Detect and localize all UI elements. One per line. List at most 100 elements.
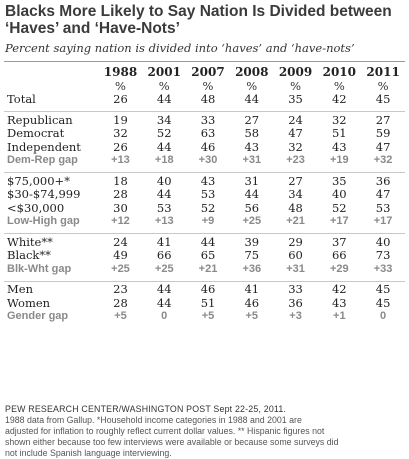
value-cell: 75 — [244, 248, 260, 262]
row-label: $30-$74,999 — [7, 187, 81, 201]
value-cell: 33 — [200, 112, 216, 127]
value-cell: 53 — [156, 200, 172, 215]
value-cell: +13 — [111, 154, 130, 166]
value-cell: +19 — [329, 154, 349, 166]
value-cell: 34 — [288, 187, 303, 201]
value-cell: 51 — [331, 126, 347, 140]
top-rule — [4, 61, 405, 62]
value-cell: 47 — [375, 139, 391, 154]
unit-header: % — [202, 78, 214, 93]
unit-header: % — [290, 78, 301, 93]
value-cell: +21 — [286, 215, 305, 227]
value-cell: 56 — [244, 200, 260, 215]
value-cell: 63 — [200, 126, 216, 140]
unit-header: % — [377, 78, 389, 93]
value-cell: +5 — [201, 310, 215, 322]
value-cell: 44 — [156, 282, 172, 296]
row-label: White** — [7, 234, 53, 249]
value-cell: +21 — [198, 262, 218, 275]
table-row: $30-$74,999 28 44 53 44 34 40 47 — [4, 187, 405, 202]
value-cell: 27 — [375, 112, 391, 127]
value-cell: 27 — [244, 112, 260, 127]
footnotes: PEW RESEARCH CENTER/WASHINGTON POST Sept… — [5, 404, 407, 459]
value-cell: 0 — [380, 310, 387, 322]
value-cell: 52 — [200, 200, 216, 215]
gap-row: Gender gap +5 0 +5 +5 +3 +1 0 — [4, 310, 405, 324]
value-cell: 65 — [200, 248, 216, 262]
value-cell: 30 — [113, 200, 128, 215]
group-separator — [4, 276, 405, 283]
row-label: Dem-Rep gap — [7, 154, 78, 166]
separator-line — [4, 111, 405, 112]
value-cell: +25 — [154, 262, 174, 275]
value-cell: 34 — [156, 112, 172, 127]
value-cell: 49 — [113, 248, 128, 262]
value-cell: 36 — [288, 295, 303, 310]
value-cell: +17 — [373, 215, 393, 227]
row-label: Republican — [7, 112, 73, 127]
row-label: Blk-Wht gap — [7, 262, 72, 275]
value-cell: +17 — [329, 215, 349, 227]
value-cell: 44 — [156, 139, 172, 154]
row-label: Total — [7, 92, 36, 106]
value-cell: 42 — [331, 282, 347, 296]
value-cell: +36 — [242, 262, 262, 275]
row-label: Gender gap — [7, 310, 69, 322]
group-separator — [4, 107, 405, 114]
value-cell: 32 — [331, 112, 347, 127]
value-cell: 43 — [244, 139, 260, 154]
value-cell: 27 — [288, 173, 303, 188]
table-row: Women 28 44 51 46 36 43 45 — [4, 295, 405, 311]
value-cell: +31 — [286, 262, 305, 275]
year-header: 2008 — [235, 65, 269, 79]
group-separator — [4, 229, 405, 236]
gap-row: Blk-Wht gap +25 +25 +21 +36 +31 +29 +33 — [4, 263, 405, 277]
value-cell: +25 — [242, 215, 262, 227]
group-separator — [4, 168, 405, 175]
value-cell: 46 — [200, 282, 216, 296]
value-cell: 24 — [288, 112, 303, 127]
footnote-line-4: not include Spanish language interviewin… — [5, 448, 172, 458]
value-cell: 46 — [200, 139, 216, 154]
source-line: PEW RESEARCH CENTER/WASHINGTON POST Sept… — [5, 404, 287, 414]
year-header: 2007 — [191, 65, 225, 79]
value-cell: 73 — [375, 248, 391, 262]
value-cell: 66 — [156, 248, 172, 262]
table-row: Black** 49 66 65 75 60 66 73 — [4, 248, 405, 263]
value-cell: 45 — [375, 282, 391, 296]
row-label: Women — [7, 295, 51, 310]
value-cell: +32 — [373, 154, 393, 166]
value-cell: +33 — [373, 262, 393, 275]
value-cell: 43 — [331, 139, 347, 154]
value-cell: +5 — [114, 310, 127, 322]
data-table: 1988 2001 2007 2008 2009 2010 2011%%%%%%% Total… — [4, 65, 405, 324]
value-cell: 40 — [156, 173, 172, 188]
value-cell: 51 — [200, 295, 216, 310]
header-row-years: 1988 2001 2007 2008 2009 2010 2011 — [4, 65, 405, 80]
table-row: Democrat 32 52 63 58 47 51 59 — [4, 126, 405, 141]
year-header: 2001 — [147, 65, 181, 79]
value-cell: 47 — [375, 187, 391, 201]
table-row: White** 24 41 44 39 29 37 40 — [4, 234, 405, 250]
value-cell: 48 — [288, 200, 303, 215]
value-cell: 59 — [375, 126, 391, 140]
value-cell: 44 — [156, 187, 172, 201]
header-row-units: %%%%%%% — [4, 78, 405, 94]
year-header: 2011 — [366, 65, 400, 79]
value-cell: +3 — [289, 310, 302, 322]
value-cell: +18 — [154, 154, 174, 166]
gap-row: Dem-Rep gap +13 +18 +30 +31 +23 +19 +32 — [4, 154, 405, 168]
value-cell: 29 — [288, 234, 303, 249]
value-cell: 46 — [244, 295, 260, 310]
value-cell: 32 — [288, 139, 303, 154]
value-cell: 23 — [113, 282, 128, 296]
value-cell: 44 — [244, 92, 260, 106]
table-row: Total 26 44 48 44 35 42 45 — [4, 92, 405, 107]
value-cell: 32 — [113, 126, 128, 140]
value-cell: 52 — [331, 200, 347, 215]
value-cell: 52 — [156, 126, 172, 140]
row-label: Democrat — [7, 126, 65, 140]
unit-header: % — [115, 78, 126, 93]
value-cell: 28 — [113, 295, 128, 310]
